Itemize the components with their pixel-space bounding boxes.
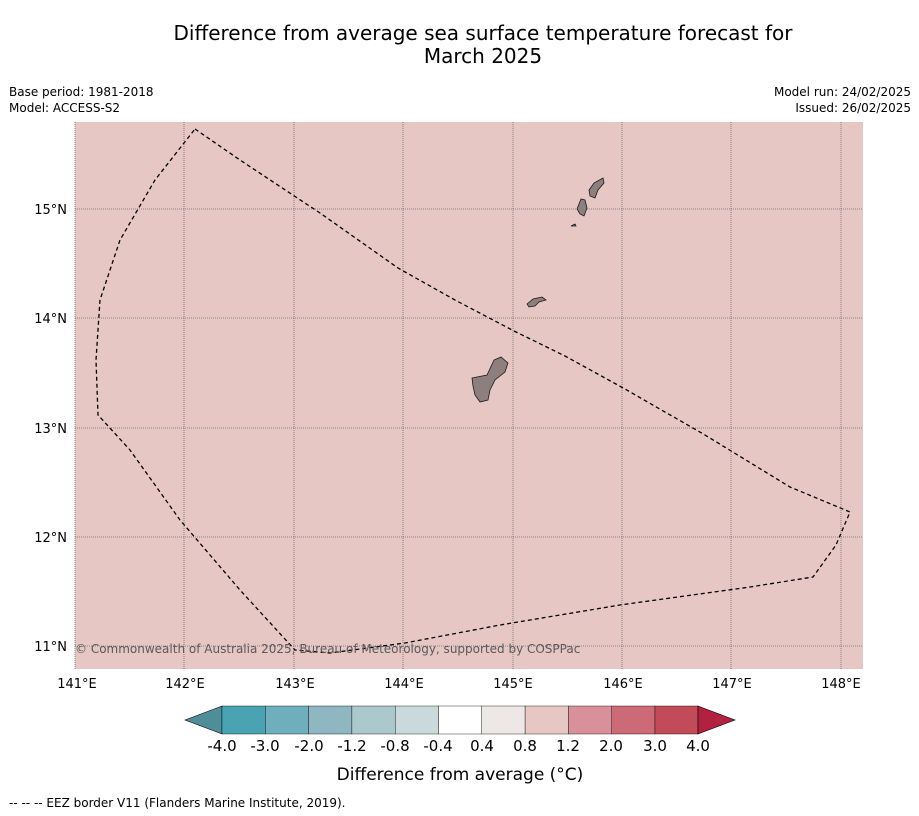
lat-label-15: 15°N xyxy=(34,203,67,218)
lon-label-141: 141°E xyxy=(57,677,97,692)
colorbar-segment-11 xyxy=(654,705,699,735)
colorbar-tick: -4.0 xyxy=(207,737,236,755)
guam-island xyxy=(471,356,509,403)
map-panel xyxy=(75,122,863,669)
aguijan-island xyxy=(570,223,577,227)
model-run: Model run: 24/02/2025 xyxy=(773,85,911,99)
lat-label-13: 13°N xyxy=(34,422,67,437)
colorbar-tick: 2.0 xyxy=(599,737,623,755)
colorbar-tick: -3.0 xyxy=(250,737,279,755)
lon-label-143: 143°E xyxy=(275,677,315,692)
eez-legend-footer: -- -- -- EEZ border V11 (Flanders Marine… xyxy=(9,796,346,810)
colorbar-ticks: -4.0 -3.0 -2.0 -1.2 -0.8 -0.4 0.4 0.8 1.… xyxy=(207,737,710,755)
colorbar-segment-7 xyxy=(481,705,526,735)
rota-island xyxy=(526,296,547,308)
colorbar-tick: 4.0 xyxy=(686,737,710,755)
copyright-text: © Commonwealth of Australia 2025, Bureau… xyxy=(75,642,580,656)
colorbar-title: Difference from average (°C) xyxy=(337,765,584,785)
lon-label-145: 145°E xyxy=(493,677,533,692)
colorbar-tick: 0.4 xyxy=(470,737,494,755)
tinian-island xyxy=(576,198,588,217)
colorbar-segment-9 xyxy=(568,705,612,735)
lon-label-142: 142°E xyxy=(165,677,205,692)
meta-left: Base period: 1981-2018 Model: ACCESS-S2 xyxy=(9,84,154,116)
issued-date: Issued: 26/02/2025 xyxy=(795,101,911,115)
colorbar xyxy=(184,705,736,735)
colorbar-arrow-left xyxy=(184,705,223,735)
lat-label-12: 12°N xyxy=(34,531,67,546)
lon-labels: 141°E 142°E 143°E 144°E 145°E 146°E 147°… xyxy=(57,677,861,692)
lat-labels: 15°N 14°N 13°N 12°N 11°N xyxy=(34,203,67,655)
model-name: Model: ACCESS-S2 xyxy=(9,101,121,115)
colorbar-segment-3 xyxy=(308,705,353,735)
colorbar-tick: 3.0 xyxy=(643,737,667,755)
colorbar-segment-4 xyxy=(351,705,396,735)
lon-label-144: 144°E xyxy=(384,677,424,692)
colorbar-segment-10 xyxy=(611,705,656,735)
lon-label-146: 146°E xyxy=(603,677,643,692)
colorbar-tick: 1.2 xyxy=(556,737,580,755)
graticule xyxy=(74,122,863,669)
title-line-1: Difference from average sea surface temp… xyxy=(173,21,793,45)
islands xyxy=(471,177,605,403)
lat-label-11: 11°N xyxy=(34,640,67,655)
saipan-island xyxy=(588,177,605,199)
colorbar-tick: -1.2 xyxy=(337,737,366,755)
colorbar-tick: -2.0 xyxy=(294,737,323,755)
colorbar-tick: -0.4 xyxy=(423,737,452,755)
colorbar-segment-5 xyxy=(395,705,439,735)
colorbar-segment-2 xyxy=(265,705,309,735)
eez-border xyxy=(95,128,851,654)
lon-label-147: 147°E xyxy=(712,677,752,692)
colorbar-tick: -0.8 xyxy=(380,737,409,755)
map-title: Difference from average sea surface temp… xyxy=(0,22,919,68)
colorbar-arrow-right xyxy=(697,705,736,735)
base-period: Base period: 1981-2018 xyxy=(9,85,154,99)
colorbar-segment-8 xyxy=(524,705,569,735)
colorbar-tick: 0.8 xyxy=(513,737,537,755)
colorbar-segment-1 xyxy=(221,705,266,735)
title-line-2: March 2025 xyxy=(423,44,543,68)
lon-label-148: 148°E xyxy=(821,677,861,692)
lat-label-14: 14°N xyxy=(34,312,67,327)
meta-right: Model run: 24/02/2025 Issued: 26/02/2025 xyxy=(774,84,911,116)
colorbar-segment-6 xyxy=(438,705,482,735)
